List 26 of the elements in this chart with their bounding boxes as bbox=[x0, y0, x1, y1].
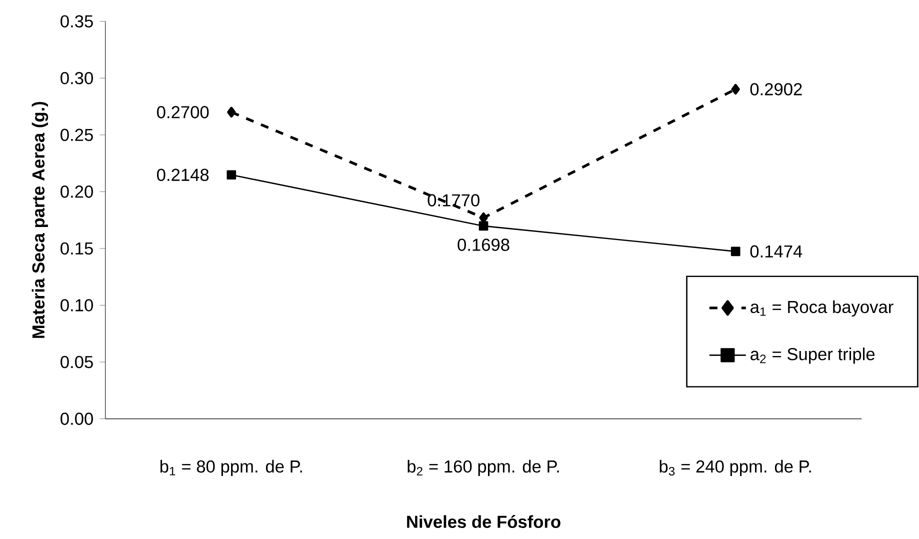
y-tick-label: 0.00 bbox=[60, 412, 93, 426]
data-label: 0.2902 bbox=[750, 83, 802, 96]
data-label: 0.1770 bbox=[428, 194, 480, 206]
point bbox=[478, 221, 488, 231]
y-tick-label: 0.15 bbox=[60, 242, 93, 255]
y-tick-label: 0.35 bbox=[60, 15, 93, 28]
y-axis-title: Materia Seca parte Aerea (g.) bbox=[32, 102, 48, 338]
point bbox=[731, 84, 740, 95]
y-tick-label: 0.30 bbox=[60, 72, 93, 84]
y-tick-label: 0.20 bbox=[60, 186, 93, 198]
point bbox=[730, 246, 740, 256]
data-label: 0.1474 bbox=[750, 245, 802, 258]
data-label: 0.1698 bbox=[458, 238, 510, 252]
x-axis-title: Niveles de Fósforo bbox=[407, 515, 560, 528]
x-tick-label: b$_{3}$ = 240 ppm. de P. bbox=[660, 460, 811, 476]
point bbox=[227, 106, 236, 118]
data-label: 0.2148 bbox=[157, 168, 209, 182]
data-label: 0.2700 bbox=[157, 106, 209, 118]
point bbox=[226, 170, 236, 180]
x-tick-label: b$_{2}$ = 160 ppm. de P. bbox=[408, 460, 559, 476]
legend-label: a$_{2}$ = Super triple bbox=[750, 348, 875, 364]
y-tick-label: 0.10 bbox=[60, 299, 93, 312]
x-tick-label: b$_{1}$ = 80 ppm. de P. bbox=[160, 460, 302, 476]
y-tick-label: 0.25 bbox=[60, 128, 93, 142]
y-tick-label: 0.05 bbox=[60, 356, 93, 368]
legend-label: a$_{1}$ = Roca bayovar bbox=[750, 300, 894, 317]
